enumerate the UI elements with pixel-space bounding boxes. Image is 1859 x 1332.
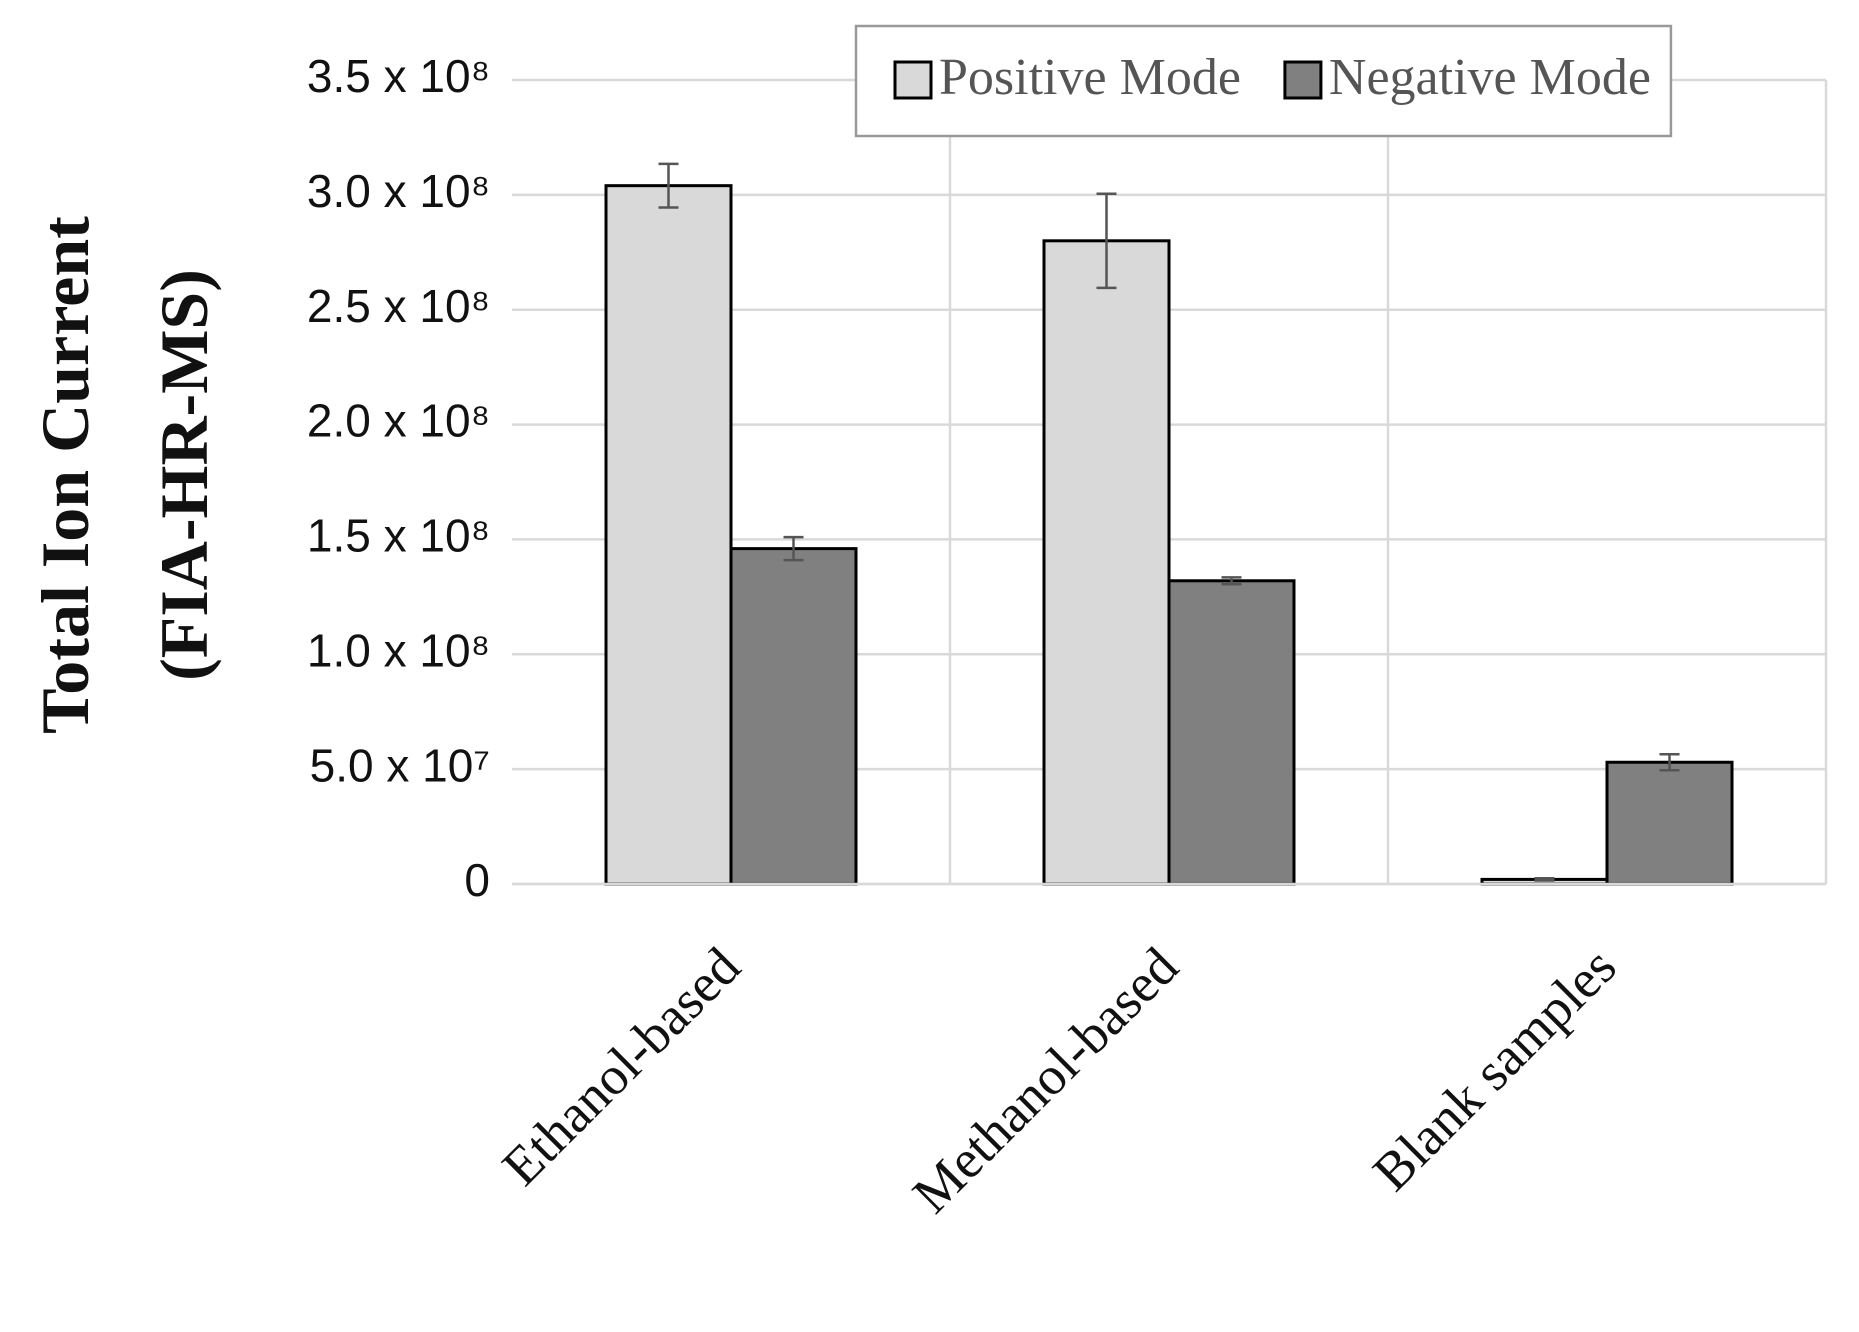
y-axis-title: Total Ion Current [27, 216, 103, 734]
y-tick-label: 3.0 x 10⁸ [307, 165, 490, 217]
bar [1167, 579, 1296, 886]
y-tick-label: 0 [464, 854, 490, 906]
y-tick-label: 2.0 x 10⁸ [307, 395, 490, 447]
bar [1042, 239, 1171, 886]
error-bar [1659, 752, 1680, 772]
y-tick-label: 1.0 x 10⁸ [307, 624, 490, 676]
error-bar [783, 535, 804, 562]
bar [729, 547, 858, 886]
y-tick-label: 3.5 x 10⁸ [307, 50, 490, 102]
x-tick-label: Ethanol-based [491, 936, 752, 1197]
x-tick-label: Blank samples [1361, 936, 1627, 1202]
y-axis-title: (FIA-HR-MS) [146, 269, 222, 681]
y-tick-label: 1.5 x 10⁸ [307, 510, 490, 562]
bar [1605, 760, 1734, 886]
y-tick-label: 5.0 x 10⁷ [310, 739, 490, 791]
y-tick-label: 2.5 x 10⁸ [307, 280, 490, 332]
legend-swatch [1283, 60, 1323, 100]
error-bar [1221, 576, 1242, 586]
x-tick-label: Methanol-based [901, 936, 1189, 1224]
error-bar [1096, 192, 1117, 290]
legend-swatch [893, 60, 933, 100]
error-bar [1534, 877, 1555, 882]
bar [604, 184, 733, 886]
legend-label: Positive Mode [939, 49, 1241, 106]
error-bar [658, 162, 679, 209]
legend-box [854, 24, 1673, 138]
legend-label: Negative Mode [1329, 49, 1651, 106]
